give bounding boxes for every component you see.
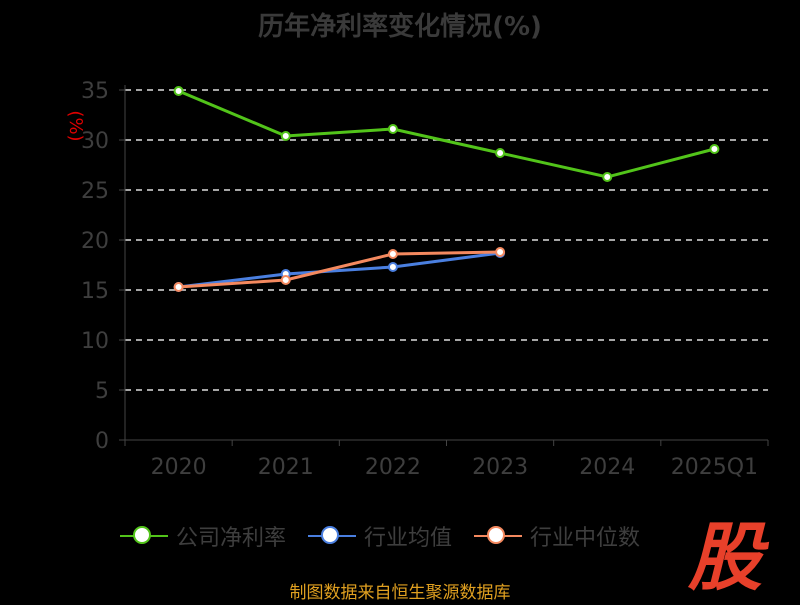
data-point xyxy=(173,86,184,96)
source-note: 制图数据来自恒生聚源数据库 xyxy=(289,583,511,603)
data-point xyxy=(387,262,398,272)
data-point xyxy=(387,124,398,134)
x-tick-label: 2024 xyxy=(579,455,635,480)
legend-label: 行业均值 xyxy=(364,526,453,551)
x-tick-label: 2022 xyxy=(365,455,421,480)
legend-item-company[interactable]: 公司净利率 xyxy=(120,520,286,552)
x-tick-label: 2020 xyxy=(151,455,207,480)
data-point xyxy=(387,249,398,259)
chart-title: 历年净利率变化情况(%) xyxy=(258,12,542,42)
y-tick-label: 5 xyxy=(95,379,109,404)
data-point xyxy=(173,282,184,292)
y-tick-label: 10 xyxy=(81,329,109,354)
y-tick-label: 35 xyxy=(81,79,109,104)
series-line-0 xyxy=(178,89,715,179)
data-point xyxy=(495,247,506,257)
y-tick-label: 0 xyxy=(95,429,109,454)
legend-label: 行业中位数 xyxy=(530,526,641,551)
x-tick-label: 2025Q1 xyxy=(671,455,758,480)
logo: 股 xyxy=(688,515,762,601)
y-tick-label: 15 xyxy=(81,279,109,304)
legend-item-industry-mean[interactable]: 行业均值 xyxy=(308,520,452,552)
series-line-1 xyxy=(178,251,501,289)
data-point xyxy=(495,148,506,158)
legend-item-industry-median[interactable]: 行业中位数 xyxy=(474,520,640,552)
data-point xyxy=(602,172,613,182)
series-line-2 xyxy=(178,250,501,289)
legend: 公司净利率 行业均值 行业中位数 xyxy=(120,520,640,552)
y-axis-label: (%) xyxy=(65,110,86,141)
x-tick-label: 2021 xyxy=(258,455,314,480)
data-point xyxy=(280,275,291,285)
data-point xyxy=(280,131,291,141)
y-tick-label: 20 xyxy=(81,229,109,254)
legend-label: 公司净利率 xyxy=(176,526,287,551)
y-tick-label: 25 xyxy=(81,179,109,204)
y-tick-label: 30 xyxy=(81,129,109,154)
data-point xyxy=(709,144,720,154)
x-tick-label: 2023 xyxy=(472,455,528,480)
